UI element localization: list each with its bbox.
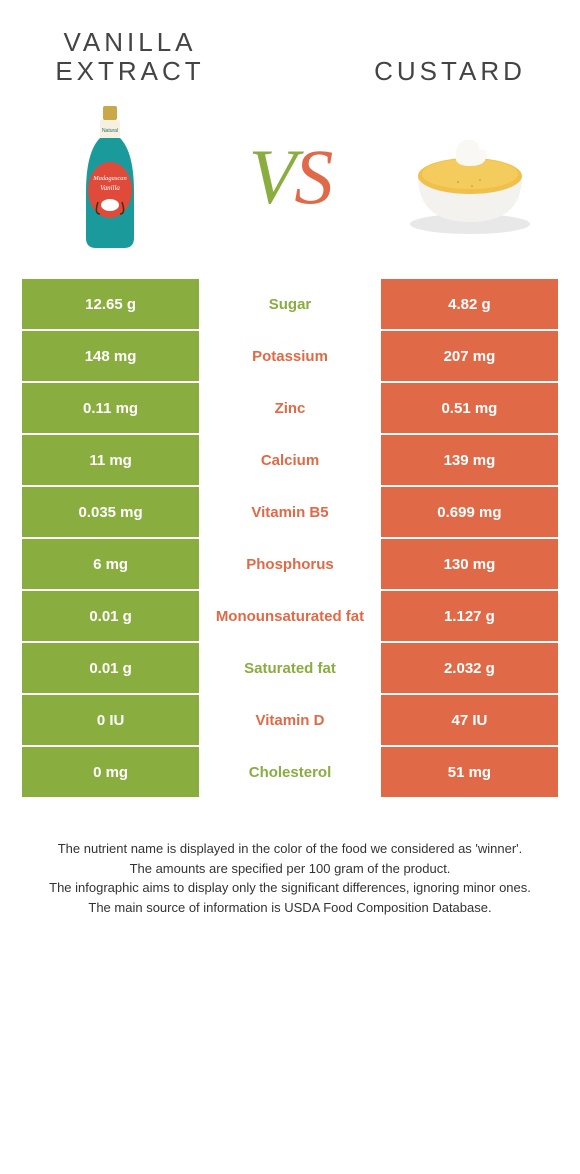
nutrient-label: Vitamin B5 (200, 486, 380, 538)
nutrient-right-value: 207 mg (380, 330, 559, 382)
header: VANILLA EXTRACT CUSTARD (0, 0, 580, 87)
table-row: 0.01 gSaturated fat2.032 g (21, 642, 559, 694)
images-row: Natural Madagascan Vanilla VS (0, 87, 580, 277)
nutrient-right-value: 47 IU (380, 694, 559, 746)
vs-label: VS (249, 132, 332, 222)
table-row: 0 mgCholesterol51 mg (21, 746, 559, 798)
nutrient-label: Sugar (200, 278, 380, 330)
nutrient-left-value: 6 mg (21, 538, 200, 590)
table-row: 11 mgCalcium139 mg (21, 434, 559, 486)
nutrient-right-value: 4.82 g (380, 278, 559, 330)
footnote-line: The infographic aims to display only the… (30, 878, 550, 898)
table-row: 0.035 mgVitamin B50.699 mg (21, 486, 559, 538)
vanilla-extract-image: Natural Madagascan Vanilla (40, 97, 180, 257)
footnote-line: The nutrient name is displayed in the co… (30, 839, 550, 859)
svg-text:Madagascan: Madagascan (92, 175, 127, 182)
nutrient-left-value: 11 mg (21, 434, 200, 486)
nutrient-label: Saturated fat (200, 642, 380, 694)
table-row: 0 IUVitamin D47 IU (21, 694, 559, 746)
table-row: 6 mgPhosphorus130 mg (21, 538, 559, 590)
nutrient-label: Calcium (200, 434, 380, 486)
nutrient-label: Potassium (200, 330, 380, 382)
title-left: VANILLA EXTRACT (40, 28, 220, 85)
table-row: 12.65 gSugar4.82 g (21, 278, 559, 330)
nutrient-label: Zinc (200, 382, 380, 434)
table-row: 0.01 gMonounsaturated fat1.127 g (21, 590, 559, 642)
vs-v: V (249, 133, 295, 220)
svg-text:Vanilla: Vanilla (100, 184, 120, 192)
footnote-line: The main source of information is USDA F… (30, 898, 550, 918)
nutrient-left-value: 0.01 g (21, 590, 200, 642)
table-row: 0.11 mgZinc0.51 mg (21, 382, 559, 434)
nutrient-right-value: 130 mg (380, 538, 559, 590)
vs-s: S (294, 133, 331, 220)
footnote-line: The amounts are specified per 100 gram o… (30, 859, 550, 879)
custard-image (400, 97, 540, 257)
nutrient-right-value: 0.51 mg (380, 382, 559, 434)
nutrient-label: Cholesterol (200, 746, 380, 798)
nutrient-left-value: 0 mg (21, 746, 200, 798)
nutrient-right-value: 1.127 g (380, 590, 559, 642)
nutrient-right-value: 2.032 g (380, 642, 559, 694)
footnotes: The nutrient name is displayed in the co… (0, 799, 580, 957)
title-right: CUSTARD (360, 56, 540, 87)
nutrient-right-value: 0.699 mg (380, 486, 559, 538)
nutrient-left-value: 0.01 g (21, 642, 200, 694)
svg-text:Natural: Natural (102, 128, 118, 134)
nutrient-left-value: 12.65 g (21, 278, 200, 330)
nutrient-left-value: 148 mg (21, 330, 200, 382)
nutrient-label: Phosphorus (200, 538, 380, 590)
nutrient-label: Vitamin D (200, 694, 380, 746)
nutrient-right-value: 51 mg (380, 746, 559, 798)
nutrient-table: 12.65 gSugar4.82 g148 mgPotassium207 mg0… (20, 277, 560, 799)
nutrient-right-value: 139 mg (380, 434, 559, 486)
nutrient-left-value: 0.11 mg (21, 382, 200, 434)
nutrient-left-value: 0 IU (21, 694, 200, 746)
nutrient-label: Monounsaturated fat (200, 590, 380, 642)
nutrient-left-value: 0.035 mg (21, 486, 200, 538)
table-row: 148 mgPotassium207 mg (21, 330, 559, 382)
